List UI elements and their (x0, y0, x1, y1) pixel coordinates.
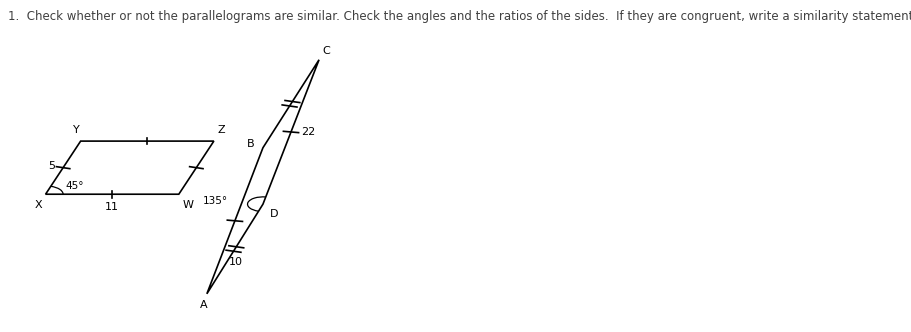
Text: D: D (270, 209, 278, 219)
Text: 10: 10 (229, 257, 243, 267)
Text: 1.  Check whether or not the parallelograms are similar. Check the angles and th: 1. Check whether or not the parallelogra… (8, 10, 911, 23)
Text: A: A (200, 300, 207, 310)
Text: B: B (247, 139, 254, 149)
Text: Z: Z (217, 125, 225, 135)
Text: 135°: 135° (202, 196, 228, 206)
Text: Y: Y (73, 125, 80, 135)
Text: 22: 22 (302, 127, 315, 137)
Text: 5: 5 (47, 161, 55, 171)
Text: 45°: 45° (66, 181, 84, 191)
Text: C: C (322, 46, 330, 56)
Text: X: X (35, 200, 42, 210)
Text: W: W (182, 200, 193, 210)
Text: 11: 11 (105, 202, 119, 211)
